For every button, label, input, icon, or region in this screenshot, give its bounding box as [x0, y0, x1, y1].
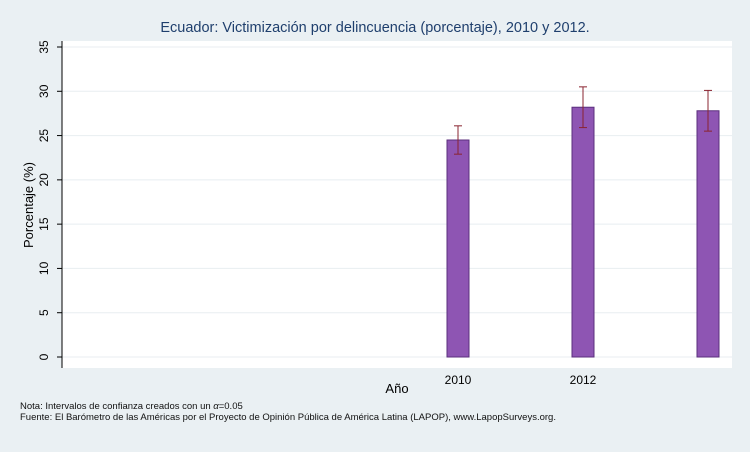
- y-tick-label: 30: [37, 84, 51, 98]
- plot-area: [62, 41, 732, 368]
- bar: [696, 110, 720, 358]
- grid-lines: [62, 46, 732, 358]
- y-tick-label: 20: [37, 173, 51, 187]
- y-tick-label: 25: [37, 129, 51, 143]
- x-tick-label: 2012: [570, 373, 597, 387]
- bars: [446, 106, 720, 358]
- y-tick-label: 5: [37, 309, 51, 316]
- footnote-note-prefix: Nota: Intervalos de confianza creados co…: [20, 401, 214, 412]
- error-bar: [704, 89, 712, 132]
- footnote-note-suffix: =0.05: [218, 401, 243, 412]
- x-axis-label: Año: [385, 381, 408, 396]
- footnote-source: Fuente: El Barómetro de las Américas por…: [20, 412, 556, 423]
- bar: [571, 106, 595, 358]
- error-bar: [579, 86, 587, 129]
- y-tick-label: 10: [37, 261, 51, 275]
- bar: [446, 139, 470, 358]
- x-tick-label: 2010: [445, 373, 472, 387]
- y-tick-label: 0: [37, 353, 51, 360]
- x-tick-labels: 2010 2012: [445, 373, 597, 387]
- error-bars: [454, 86, 712, 155]
- error-bar: [454, 125, 462, 155]
- y-tick-label: 35: [37, 40, 51, 54]
- chart-title: Ecuador: Victimización por delincuencia …: [160, 20, 589, 36]
- alpha-symbol: α: [213, 401, 219, 412]
- footnote-note: Nota: Intervalos de confianza creados co…: [20, 401, 243, 412]
- y-axis-ticks: 0 5 10 15 20 25 30 35: [37, 40, 62, 360]
- y-axis-label: Porcentaje (%): [21, 162, 36, 248]
- y-tick-label: 15: [37, 217, 51, 231]
